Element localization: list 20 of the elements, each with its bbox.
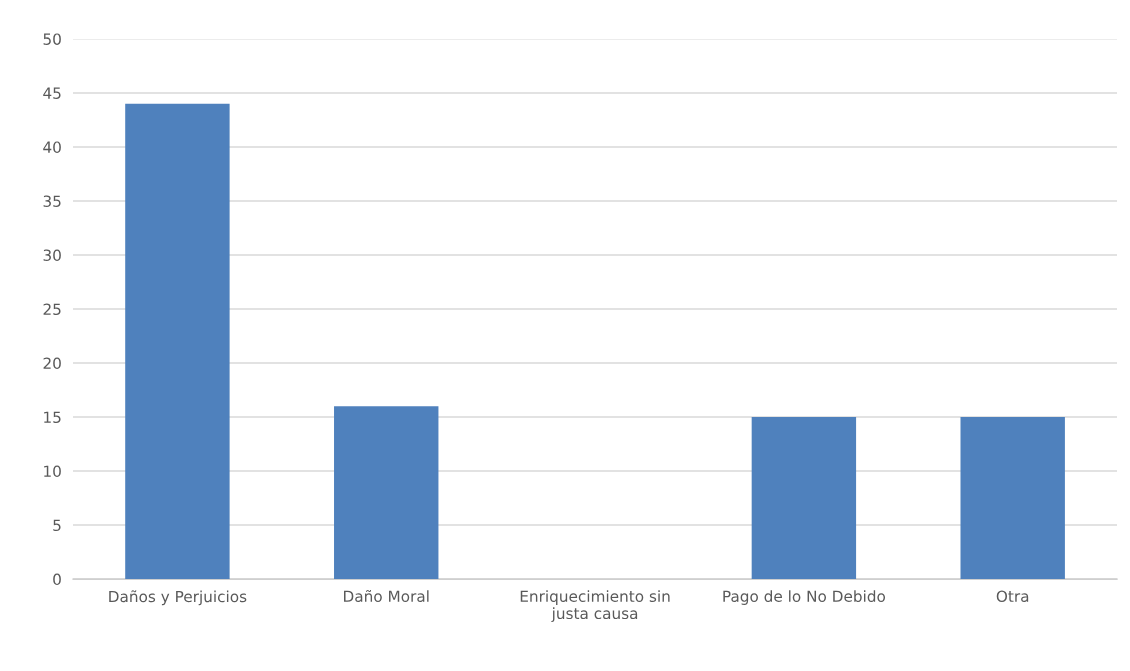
y-tick-label: 50: [43, 33, 61, 45]
bar: [960, 417, 1065, 580]
y-tick-label: 40: [43, 141, 61, 153]
x-tick-label: Enriquecimiento sin justa causa: [520, 590, 670, 623]
y-tick-label: 15: [44, 411, 61, 424]
bar: [125, 103, 230, 580]
y-tick-label: 10: [44, 465, 61, 478]
x-tick-label: Pago de lo No Debido: [723, 590, 886, 605]
x-tick-label: Otra: [996, 590, 1029, 603]
y-tick-label: 30: [43, 249, 61, 261]
x-tick-label: Daños y Perjuicios: [109, 590, 247, 606]
y-tick-label: 35: [43, 195, 61, 207]
y-tick-label: 25: [43, 303, 61, 316]
x-tick-label: Daño Moral: [344, 589, 429, 603]
y-tick-label: 20: [43, 357, 61, 370]
y-tick-label: 0: [53, 573, 61, 586]
y-tick-label: 5: [53, 519, 61, 532]
bar: [334, 406, 439, 580]
y-tick-label: 45: [43, 87, 61, 99]
bar: [751, 417, 857, 580]
